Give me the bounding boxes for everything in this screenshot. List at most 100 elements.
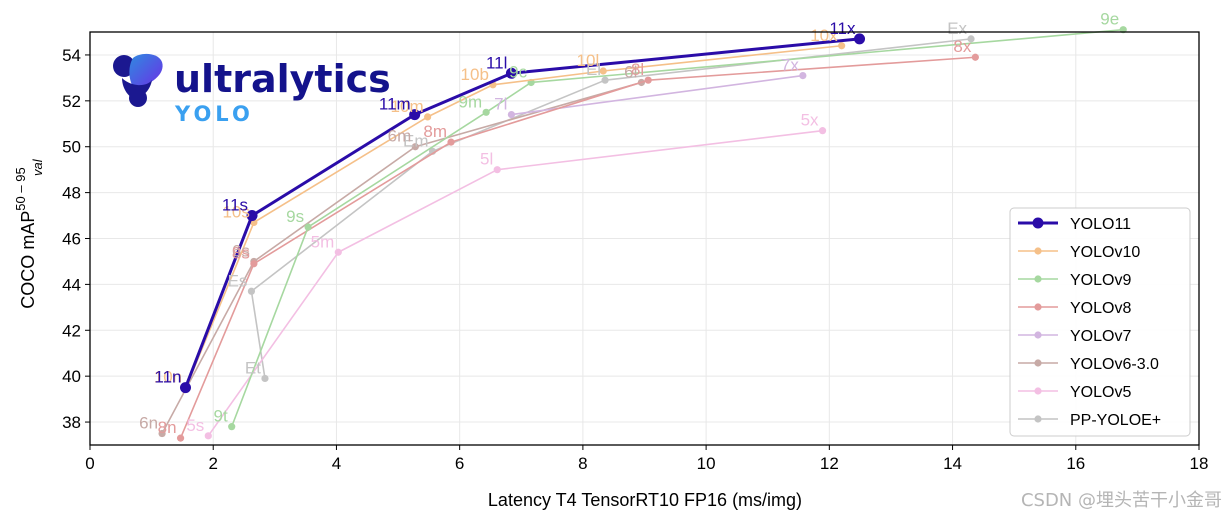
point-label: 9c bbox=[509, 62, 527, 81]
data-point bbox=[854, 33, 866, 45]
x-tick-label: 16 bbox=[1066, 454, 1085, 473]
point-label: 10n bbox=[154, 368, 182, 387]
point-label: 7l bbox=[494, 95, 507, 114]
data-point bbox=[176, 434, 185, 442]
legend-swatch-marker bbox=[1034, 303, 1042, 311]
data-point bbox=[644, 76, 652, 84]
point-label: 6m bbox=[388, 127, 412, 146]
data-point bbox=[818, 127, 827, 135]
legend-swatch-marker bbox=[1034, 331, 1042, 339]
point-label: 5l bbox=[480, 150, 493, 169]
x-tick-label: 14 bbox=[943, 454, 962, 473]
x-tick-label: 12 bbox=[820, 454, 839, 473]
point-label: 11m bbox=[379, 95, 411, 114]
data-point bbox=[447, 138, 455, 146]
legend: YOLO11 YOLOv10 YOLOv9 YOLOv8 YOLOv7 YOLOv6-3.… bbox=[1009, 207, 1191, 437]
point-label: 5s bbox=[186, 416, 204, 435]
y-axis-title-main: COCO mAP bbox=[18, 211, 38, 309]
y-tick-label: 42 bbox=[62, 321, 81, 340]
series-layer bbox=[158, 26, 1127, 442]
point-label: 8n bbox=[158, 418, 177, 437]
point-label: 7x bbox=[781, 56, 799, 75]
point-label: 6s bbox=[232, 241, 250, 260]
point-label: 11s bbox=[222, 196, 248, 215]
data-point bbox=[228, 423, 236, 431]
legend-swatch-marker bbox=[1034, 275, 1042, 283]
ultralytics-logo-text: ultralytics bbox=[174, 57, 391, 101]
data-point bbox=[250, 260, 258, 268]
data-point bbox=[838, 42, 846, 50]
y-tick-label: 46 bbox=[62, 230, 81, 249]
watermark: CSDN @埋头苦干小金哥 bbox=[1021, 490, 1222, 511]
data-point bbox=[601, 76, 609, 84]
x-tick-label: 4 bbox=[332, 454, 341, 473]
data-point bbox=[261, 374, 269, 383]
x-tick-label: 8 bbox=[578, 454, 587, 473]
x-tick-label: 6 bbox=[455, 454, 464, 473]
legend-label: YOLO11 bbox=[1070, 216, 1131, 233]
series-line bbox=[185, 44, 842, 388]
y-tick-label: 38 bbox=[62, 413, 81, 432]
point-label: 10s bbox=[222, 202, 249, 221]
series-yolov9 bbox=[228, 26, 1127, 431]
legend-item: YOLOv8 bbox=[1018, 300, 1131, 317]
legend-swatch-marker bbox=[1034, 247, 1042, 255]
yolo-logo-text: YOLO bbox=[174, 102, 254, 126]
point-label: 11x bbox=[829, 19, 856, 38]
data-point bbox=[971, 53, 979, 61]
legend-swatch-marker bbox=[1034, 359, 1042, 367]
legend-item: YOLO11 bbox=[1018, 216, 1131, 233]
point-labels: Et Es Em El Ex 5s 5m 5l 5x 6n 6s 6m 6l 7l 7x 8n 8s 8m 8l 8x… bbox=[139, 10, 1119, 437]
point-label: 10x bbox=[810, 26, 838, 45]
point-label: El bbox=[586, 60, 601, 79]
data-point bbox=[158, 429, 166, 438]
legend-label: YOLOv5 bbox=[1070, 384, 1131, 401]
data-point bbox=[482, 108, 490, 116]
y-tick-label: 48 bbox=[62, 184, 81, 203]
y-tick-label: 54 bbox=[62, 46, 81, 65]
point-label: Ex bbox=[947, 19, 967, 38]
point-label: 6l bbox=[624, 62, 637, 81]
series-yolo11 bbox=[179, 33, 866, 394]
y-tick-label: 40 bbox=[62, 367, 81, 386]
x-tick-label: 0 bbox=[85, 454, 94, 473]
legend-box bbox=[1009, 207, 1191, 437]
point-label: 5m bbox=[311, 232, 335, 251]
point-label: 5x bbox=[801, 111, 819, 130]
legend-label: YOLOv6-3.0 bbox=[1070, 356, 1159, 373]
y-axis-title-sub: val bbox=[30, 158, 45, 176]
data-point bbox=[505, 67, 517, 79]
ultralytics-logo: ultralytics YOLO bbox=[113, 53, 391, 126]
y-tick-label: 50 bbox=[62, 138, 81, 157]
data-point bbox=[247, 287, 256, 295]
legend-item: YOLOv6-3.0 bbox=[1018, 356, 1159, 373]
legend-label: PP-YOLOE+ bbox=[1070, 412, 1161, 429]
legend-item: PP-YOLOE+ bbox=[1018, 412, 1161, 429]
data-point bbox=[799, 71, 807, 80]
data-point bbox=[179, 382, 191, 394]
point-label: 11l bbox=[486, 53, 507, 72]
point-label: 8x bbox=[953, 37, 971, 56]
point-label: Em bbox=[403, 131, 429, 150]
data-point bbox=[409, 109, 421, 121]
legend-swatch-marker bbox=[1034, 415, 1042, 423]
data-point bbox=[411, 143, 419, 151]
series-yolov5 bbox=[204, 127, 827, 440]
point-label: 10b bbox=[461, 65, 489, 84]
data-point bbox=[599, 67, 607, 75]
legend-label: YOLOv7 bbox=[1070, 328, 1131, 345]
data-point bbox=[204, 432, 212, 440]
data-point bbox=[334, 248, 342, 256]
point-label: Es bbox=[228, 271, 248, 290]
series-pp-yoloe- bbox=[247, 35, 975, 383]
series-line bbox=[207, 129, 823, 437]
legend-item: YOLOv10 bbox=[1018, 244, 1140, 261]
series-line bbox=[161, 81, 642, 434]
point-label: 9m bbox=[459, 92, 483, 111]
point-label: 9t bbox=[214, 407, 228, 426]
point-label: Et bbox=[245, 358, 261, 377]
legend-label: YOLOv9 bbox=[1070, 272, 1131, 289]
legend-item: YOLOv7 bbox=[1018, 328, 1131, 345]
point-label: 6n bbox=[139, 414, 158, 433]
